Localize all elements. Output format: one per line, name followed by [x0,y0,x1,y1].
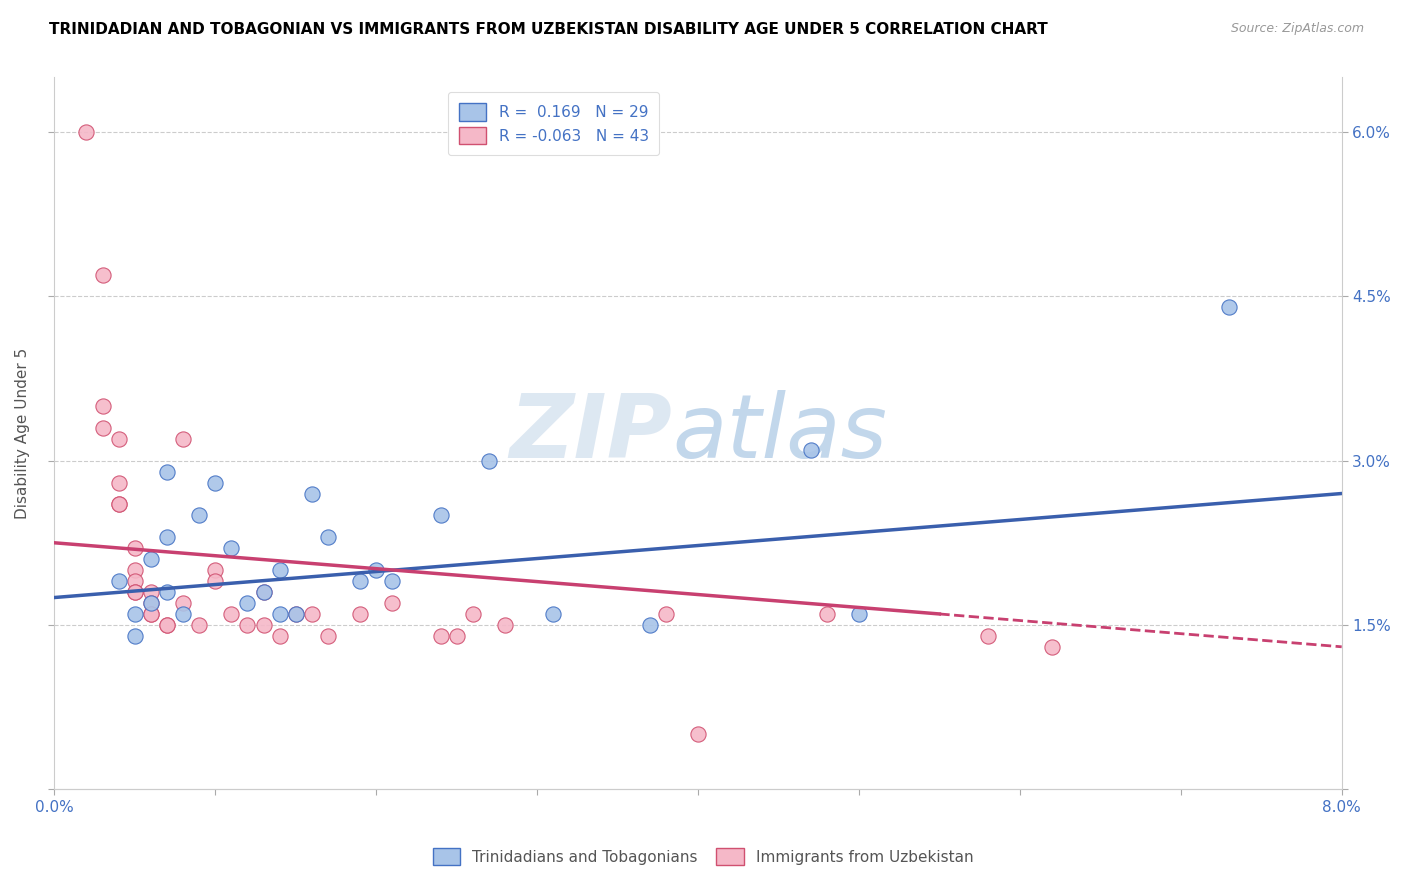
Point [172,607,194,621]
Point [269,629,291,643]
Point [478,453,501,467]
Point [236,596,259,610]
Point [124,574,146,588]
Point [1218,301,1240,315]
Point [848,607,870,621]
Point [1040,640,1063,654]
Point [124,541,146,556]
Point [204,563,226,577]
Point [204,475,226,490]
Point [252,585,274,599]
Text: TRINIDADIAN AND TOBAGONIAN VS IMMIGRANTS FROM UZBEKISTAN DISABILITY AGE UNDER 5 : TRINIDADIAN AND TOBAGONIAN VS IMMIGRANTS… [49,22,1047,37]
Point [139,607,162,621]
Point [188,618,211,632]
Point [139,596,162,610]
Point [381,596,404,610]
Point [107,498,129,512]
Point [655,607,678,621]
Point [124,629,146,643]
Text: Source: ZipAtlas.com: Source: ZipAtlas.com [1230,22,1364,36]
Point [156,618,179,632]
Point [156,465,179,479]
Point [252,585,274,599]
Point [349,574,371,588]
Text: atlas: atlas [672,391,887,476]
Point [269,563,291,577]
Point [429,629,451,643]
Point [638,618,661,632]
Point [107,432,129,446]
Point [815,607,838,621]
Point [494,618,516,632]
Legend: Trinidadians and Tobagonians, Immigrants from Uzbekistan: Trinidadians and Tobagonians, Immigrants… [426,842,980,871]
Point [252,618,274,632]
Point [172,596,194,610]
Point [236,618,259,632]
Point [188,508,211,523]
Point [91,268,114,282]
Point [124,563,146,577]
Point [139,596,162,610]
Point [107,498,129,512]
Point [800,442,823,457]
Point [124,585,146,599]
Point [107,475,129,490]
Point [156,585,179,599]
Point [284,607,307,621]
Point [124,585,146,599]
Point [461,607,484,621]
Point [269,607,291,621]
Point [316,629,339,643]
Point [301,607,323,621]
Point [381,574,404,588]
Point [349,607,371,621]
Point [156,618,179,632]
Point [316,530,339,544]
Point [172,432,194,446]
Point [686,727,709,741]
Point [541,607,564,621]
Text: ZIP: ZIP [509,390,672,477]
Y-axis label: Disability Age Under 5: Disability Age Under 5 [15,348,30,519]
Point [429,508,451,523]
Point [91,421,114,435]
Point [366,563,388,577]
Point [221,541,243,556]
Point [91,399,114,413]
Point [139,552,162,566]
Point [284,607,307,621]
Point [221,607,243,621]
Point [124,607,146,621]
Point [76,125,98,139]
Point [446,629,468,643]
Point [204,574,226,588]
Point [139,607,162,621]
Point [139,585,162,599]
Point [976,629,998,643]
Point [301,486,323,500]
Legend: R =  0.169   N = 29, R = -0.063   N = 43: R = 0.169 N = 29, R = -0.063 N = 43 [449,92,659,155]
Point [156,530,179,544]
Point [107,574,129,588]
